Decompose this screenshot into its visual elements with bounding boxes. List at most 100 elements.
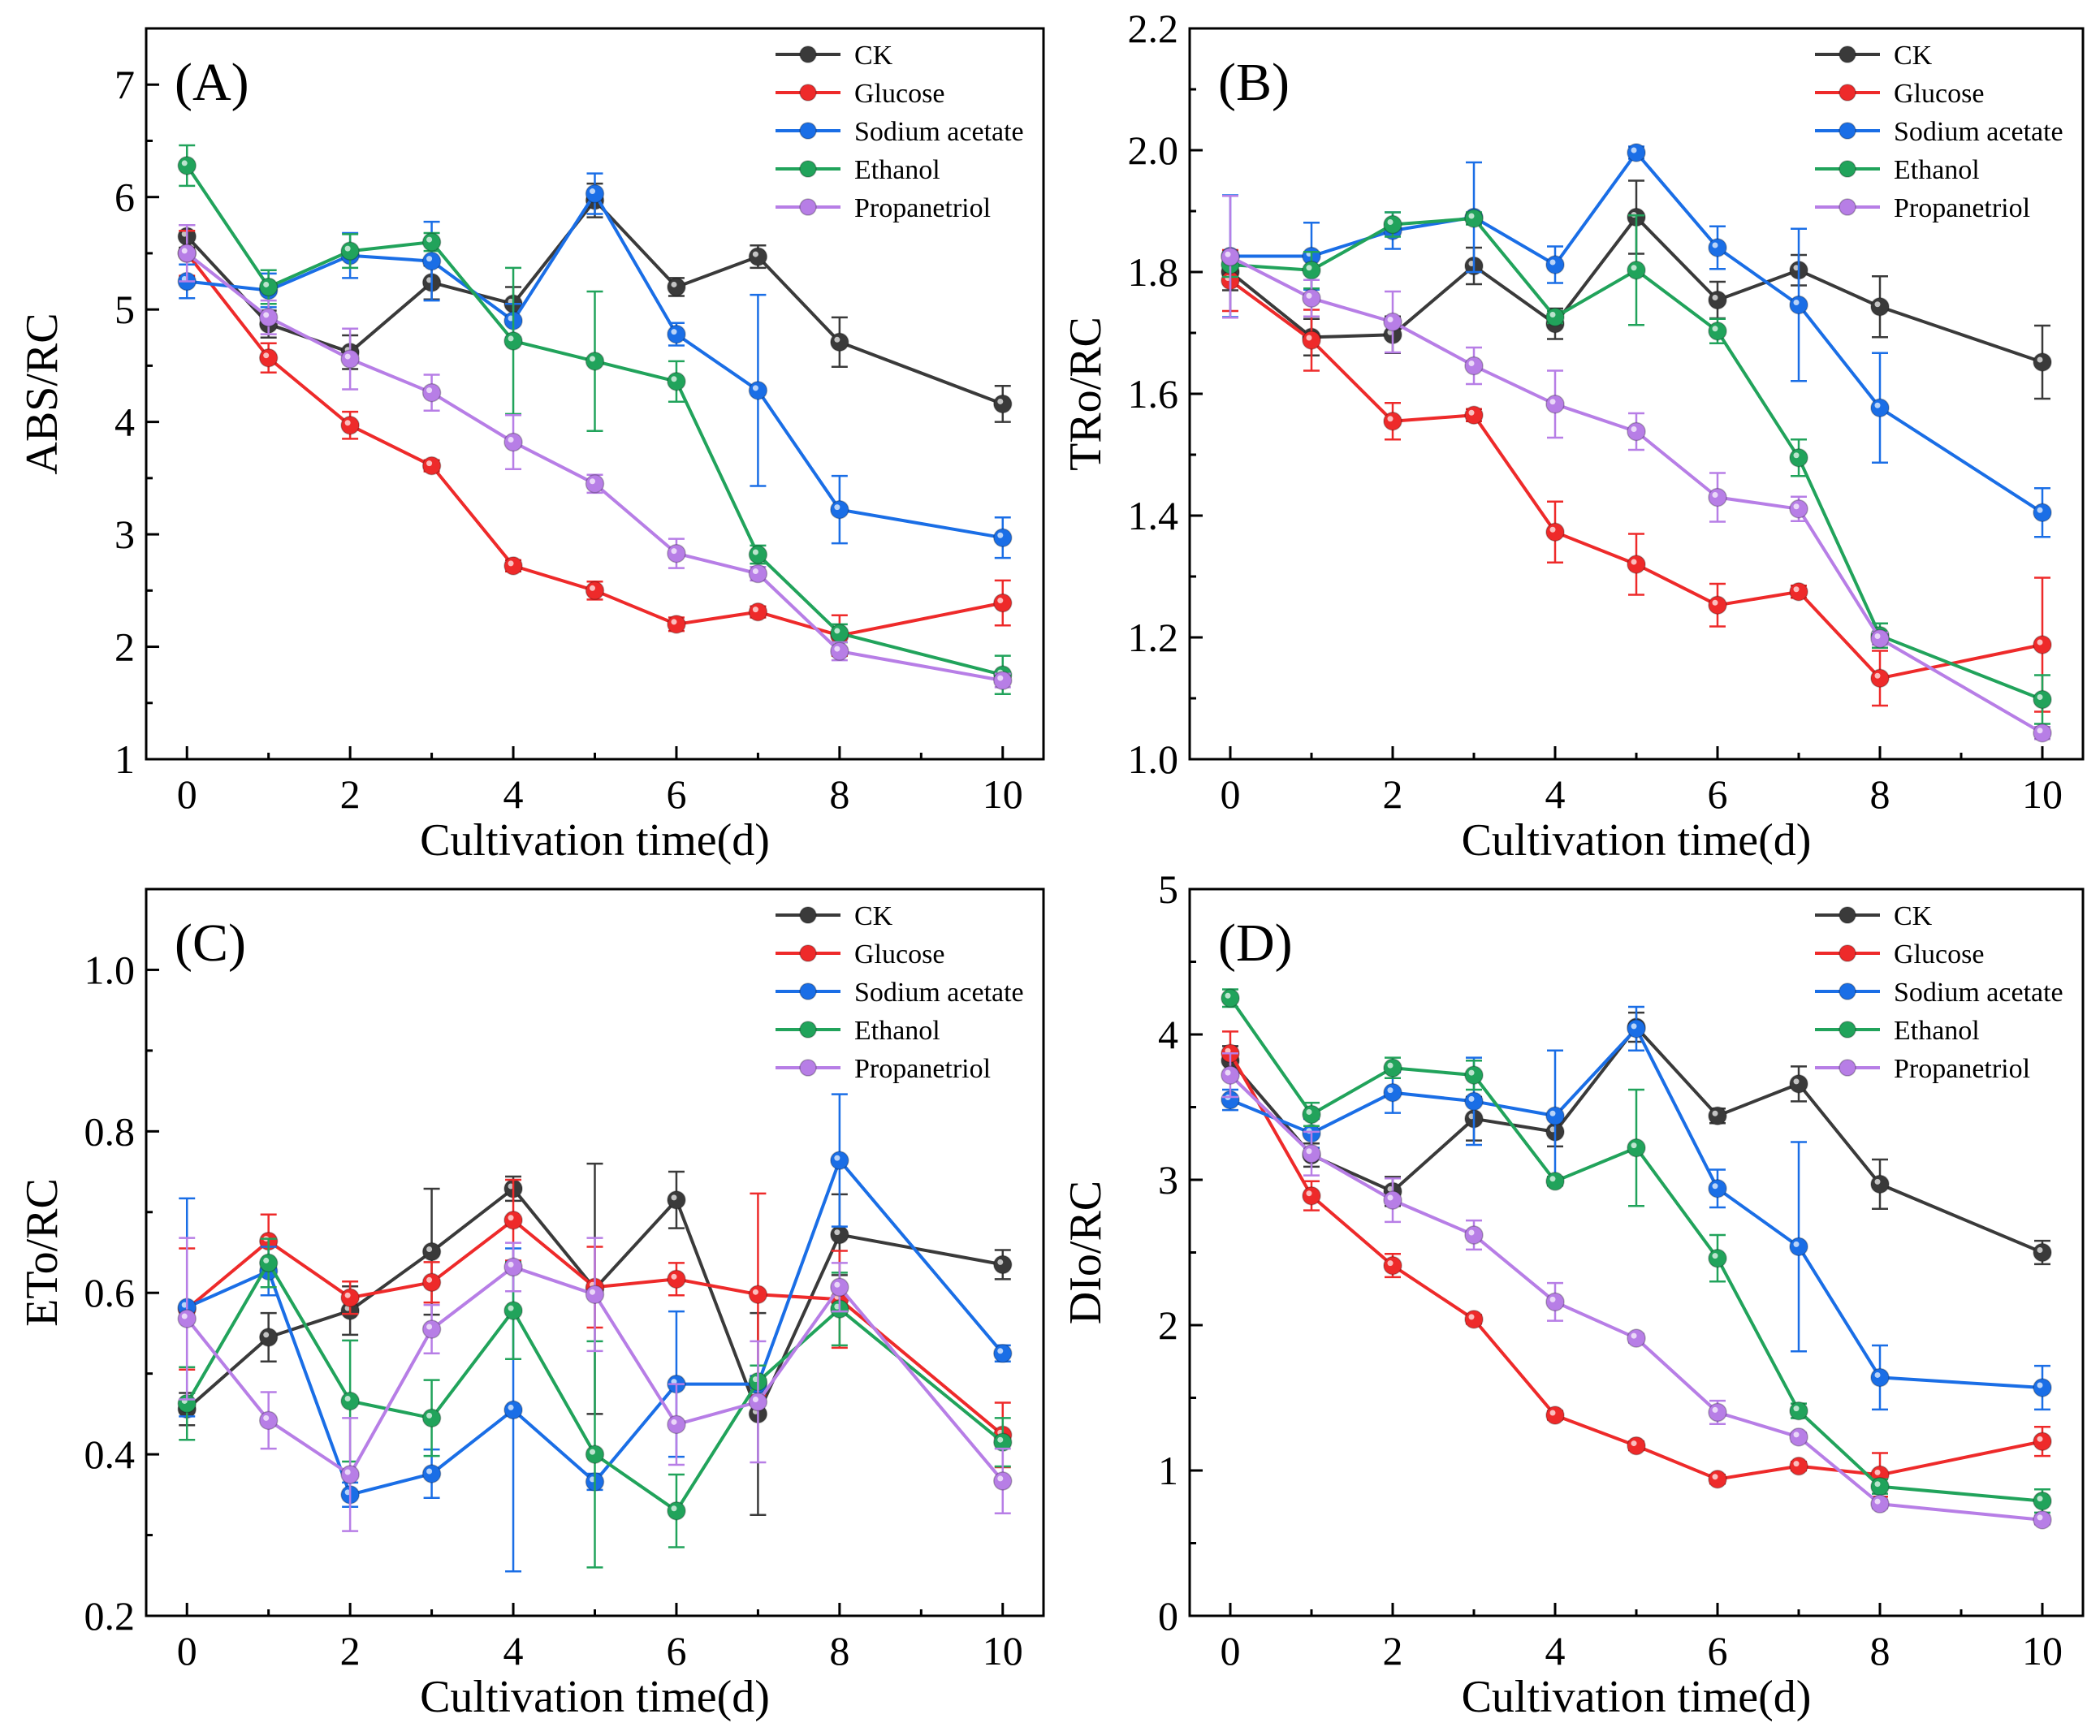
data-point-highlight [181,1313,188,1319]
data-point [1383,312,1402,332]
data-point [667,543,686,564]
data-point-highlight [671,1505,677,1512]
data-point [667,615,686,634]
data-point [340,416,360,435]
legend-marker [799,944,817,962]
data-point-highlight [1225,1069,1231,1076]
data-point [748,602,768,622]
series-line [1229,215,2043,364]
data-point [1383,412,1402,431]
data-point [1545,1292,1565,1312]
data-point [503,1400,523,1420]
data-point [1708,1248,1727,1268]
data-point [1383,1058,1402,1077]
legend-item-ethanol: Ethanol [1815,155,1980,185]
data-point [1464,405,1484,425]
data-point-highlight [426,387,433,394]
y-tick-label: 0.6 [84,1270,136,1315]
data-point-highlight [1793,300,1800,305]
legend-marker [799,1059,817,1077]
series-line [1229,279,2043,680]
data-point [748,381,768,400]
data-point-highlight [344,1395,351,1401]
data-point-highlight [997,532,1004,538]
y-tick-label: 4 [115,399,135,445]
data-point-highlight [344,1469,351,1475]
panel-c: 0 2 4 6 8 10 0.2 0.4 0.6 0.8 1.0 Cultivation time(d… [17,887,1045,1722]
data-point-highlight [508,335,514,342]
x-axis-title: Cultivation time(d) [420,1672,770,1722]
data-point [1464,356,1484,376]
legend-marker [1839,1021,1856,1039]
data-point-highlight [1549,312,1556,317]
data-point-highlight [1387,219,1394,225]
data-point-highlight [508,1215,514,1221]
y-tick-label: 4 [1158,1012,1178,1057]
y-tick-label: 1.2 [1128,615,1179,660]
data-point-highlight [1631,1023,1637,1030]
data-point [421,232,442,252]
y-axis-title: ABS/RC [17,313,67,474]
y-tick-label: 2.0 [1128,127,1179,173]
y-tick-label: 1.6 [1128,371,1179,417]
data-point [1221,988,1240,1008]
data-point-highlight [2037,694,2043,700]
legend-label: Propanetriol [1894,193,2030,223]
legend-item-glucose: Glucose [776,79,944,109]
data-point-highlight [752,251,758,257]
y-tick-label: 2 [1158,1302,1178,1348]
data-point-highlight [508,1404,514,1410]
data-point [1221,1065,1240,1085]
series-ethanol [177,144,1013,695]
data-point-highlight [1306,1148,1312,1155]
data-point-highlight [1387,317,1394,322]
data-point [2033,1242,2052,1263]
data-point [1789,295,1808,315]
data-point [1789,582,1808,602]
x-tick-label: 6 [1708,1628,1728,1673]
data-point [1383,214,1402,235]
data-point [1870,628,1890,649]
data-point [2033,1378,2052,1397]
y-tick-label: 0 [1158,1593,1178,1639]
data-point [830,1224,849,1245]
data-point-highlight [1549,1110,1556,1116]
data-point [1708,1106,1727,1125]
data-point-highlight [426,1246,433,1253]
data-point [1789,1456,1808,1476]
data-point-highlight [181,248,188,254]
data-point-highlight [263,312,270,318]
data-point [1789,499,1808,519]
data-point-highlight [1712,295,1718,300]
legend-label: Sodium acetate [1894,117,2063,147]
data-point-highlight [508,437,514,443]
data-point-highlight [2037,1514,2043,1521]
series-line [186,1159,1005,1496]
data-point-highlight [1549,259,1556,266]
data-point [1789,1074,1808,1094]
data-point-highlight [834,646,840,652]
data-point [667,277,686,297]
legend-label: Glucose [1894,939,1984,969]
panel-b: 0 2 4 6 8 10 1.0 1.2 1.4 1.6 1.8 2.0 2.2 Cultivation … [1061,6,2085,866]
data-point-highlight [263,1332,270,1338]
data-point-highlight [834,1155,840,1161]
data-point-highlight [2037,639,2043,646]
data-point [503,331,523,351]
data-point-highlight [1225,992,1231,999]
data-point-highlight [671,281,677,287]
data-point [993,528,1013,547]
legend-marker [1839,160,1856,178]
data-point [421,1464,442,1483]
legend-label: Glucose [854,79,944,109]
data-point [1870,398,1890,417]
y-axis-title: DIo/RC [1061,1181,1111,1324]
data-point [1545,395,1565,414]
data-point-highlight [590,356,595,362]
series-propanetriol [177,224,1013,690]
data-point [1302,1185,1321,1206]
legend-label: CK [1894,41,1933,71]
x-tick-label: 10 [2022,1628,2063,1673]
data-point-highlight [426,1468,433,1475]
data-point-highlight [1387,416,1394,422]
